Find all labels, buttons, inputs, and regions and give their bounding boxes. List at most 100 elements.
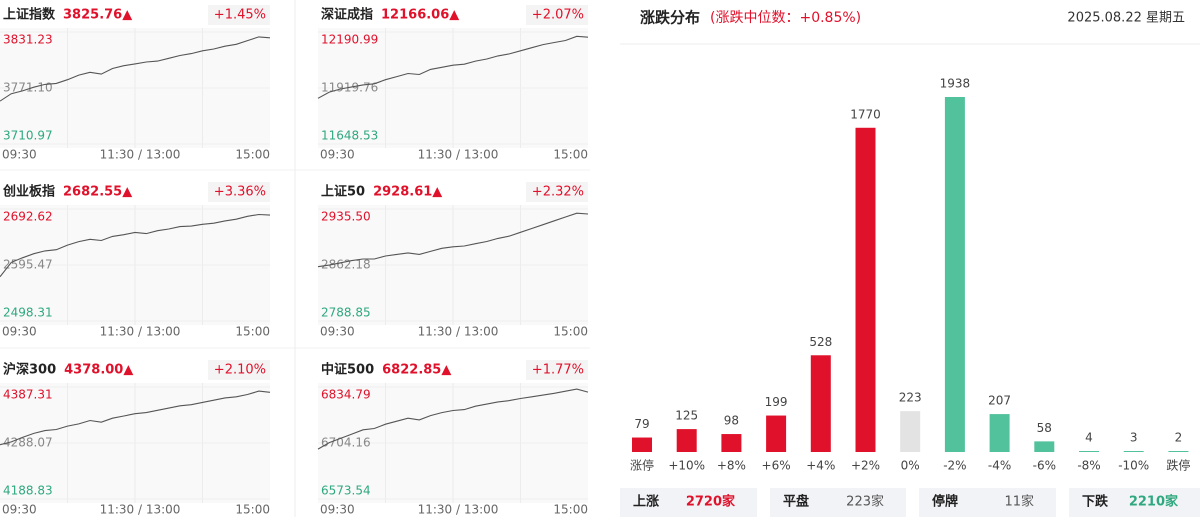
index-change: +3.36% <box>214 185 266 200</box>
dist-subtitle: (涨跌中位数：+0.85%) <box>710 10 861 26</box>
bar-category-label: 0% <box>901 459 920 473</box>
x-tick-label: 09:30 <box>2 503 37 517</box>
x-tick-label: 15:00 <box>235 325 270 339</box>
x-tick-label: 11:30 / 13:00 <box>418 503 499 517</box>
summary-label: 上涨 <box>633 495 659 510</box>
change-badge <box>208 182 270 202</box>
y-tick-label: 2595.47 <box>3 257 53 271</box>
dist-date: 2025.08.22 星期五 <box>1067 11 1185 26</box>
x-tick-label: 11:30 / 13:00 <box>418 148 499 162</box>
index-price: 3825.76▲ <box>63 8 132 23</box>
y-tick-label: 2862.18 <box>321 257 371 271</box>
bar-category-label: 跌停 <box>1166 458 1190 473</box>
bar-category-label: 涨停 <box>630 458 654 473</box>
summary-box <box>1069 488 1200 517</box>
bar-value-label: 125 <box>675 409 698 423</box>
bar-category-label: -8% <box>1077 459 1100 473</box>
summary-label: 平盘 <box>783 494 809 510</box>
change-badge <box>208 5 270 25</box>
x-tick-label: 09:30 <box>2 325 37 339</box>
y-tick-label: 4288.07 <box>3 436 53 450</box>
bar-value-label: 3 <box>1130 431 1138 445</box>
change-badge <box>208 360 270 380</box>
y-tick-label: 12190.99 <box>321 33 378 47</box>
y-tick-label: 2692.62 <box>3 210 53 224</box>
index-line <box>0 36 271 102</box>
bar-value-label: 79 <box>634 417 649 431</box>
index-line <box>0 390 271 446</box>
bar-category-label: +10% <box>668 459 705 473</box>
y-tick-label: 11648.53 <box>321 129 378 143</box>
bar-category-label: -2% <box>943 459 966 473</box>
x-tick-label: 09:30 <box>320 325 355 339</box>
index-name: 深证成指 <box>321 7 373 23</box>
bar <box>1168 451 1189 452</box>
x-tick-label: 15:00 <box>235 503 270 517</box>
x-tick-label: 15:00 <box>235 148 270 162</box>
bar-value-label: 98 <box>724 414 739 428</box>
summary-label: 停牌 <box>932 494 958 510</box>
y-tick-label: 2935.50 <box>321 210 371 224</box>
y-tick-label: 6704.16 <box>321 436 371 450</box>
bar-category-label: -4% <box>988 459 1011 473</box>
index-price: 12166.06▲ <box>381 8 459 23</box>
summary-box <box>770 488 906 517</box>
bar-category-label: -10% <box>1118 459 1149 473</box>
summary-label: 下跌 <box>1082 494 1109 510</box>
summary-box <box>620 488 757 517</box>
summary-value: 2210家 <box>1129 494 1179 510</box>
bar <box>676 429 697 452</box>
y-tick-label: 6834.79 <box>321 388 371 402</box>
bar <box>989 414 1010 452</box>
bar <box>1034 441 1055 452</box>
x-tick-label: 15:00 <box>553 503 588 517</box>
index-change: +2.10% <box>214 363 266 378</box>
index-change: +1.45% <box>214 8 266 23</box>
index-price: 4378.00▲ <box>64 363 133 378</box>
index-name: 创业板指 <box>2 184 55 200</box>
x-tick-label: 11:30 / 13:00 <box>100 325 181 339</box>
bar-value-label: 58 <box>1037 421 1052 435</box>
y-tick-label: 2788.85 <box>321 306 371 320</box>
y-tick-label: 3831.23 <box>3 33 53 47</box>
x-tick-label: 11:30 / 13:00 <box>418 325 499 339</box>
index-name: 中证500 <box>321 362 374 378</box>
index-line <box>317 35 589 99</box>
index-line <box>317 212 589 268</box>
bar-value-label: 528 <box>809 335 832 349</box>
index-change: +2.32% <box>532 185 584 200</box>
y-tick-label: 6573.54 <box>321 484 371 498</box>
y-tick-label: 4188.83 <box>3 484 53 498</box>
y-tick-label: 2498.31 <box>3 306 53 320</box>
x-tick-label: 15:00 <box>553 148 588 162</box>
bar-value-label: 4 <box>1085 431 1093 445</box>
index-price: 2682.55▲ <box>63 185 132 200</box>
y-tick-label: 3771.10 <box>3 81 53 95</box>
bar-value-label: 223 <box>899 391 922 405</box>
index-change: +1.77% <box>532 363 584 378</box>
x-tick-label: 09:30 <box>320 148 355 162</box>
summary-value: 2720家 <box>686 494 736 510</box>
bar-value-label: 1770 <box>850 107 881 121</box>
change-badge <box>526 182 588 202</box>
bar-category-label: -6% <box>1033 459 1056 473</box>
dist-title: 涨跌分布 <box>640 9 700 27</box>
index-name: 沪深300 <box>3 362 56 378</box>
index-price: 2928.61▲ <box>373 185 442 200</box>
x-tick-label: 09:30 <box>2 148 37 162</box>
index-name: 上证50 <box>321 185 365 200</box>
summary-value: 223家 <box>846 494 884 510</box>
summary-box <box>919 488 1056 517</box>
index-change: +2.07% <box>532 8 584 23</box>
bar <box>810 355 831 452</box>
x-tick-label: 09:30 <box>320 503 355 517</box>
bar <box>766 415 787 452</box>
change-badge <box>526 360 588 380</box>
bar <box>944 97 965 452</box>
bar <box>900 411 921 452</box>
bar-category-label: +2% <box>851 459 880 473</box>
index-price: 6822.85▲ <box>382 363 451 378</box>
bar-value-label: 1938 <box>940 77 971 91</box>
bar-value-label: 199 <box>765 395 788 409</box>
